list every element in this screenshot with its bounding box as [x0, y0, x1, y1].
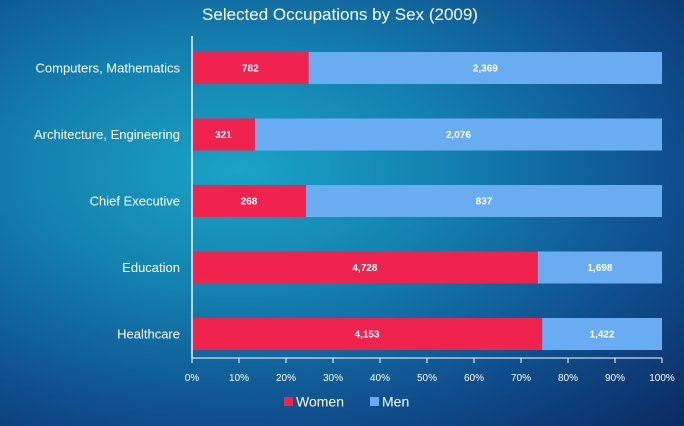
legend-swatch-women	[284, 397, 293, 406]
data-label: 837	[476, 197, 493, 208]
bar-women	[192, 52, 309, 84]
data-label: 1,698	[587, 263, 612, 274]
category-label: Healthcare	[117, 327, 180, 342]
bar-women	[192, 318, 543, 350]
x-axis: 0% 10% 20% 30% 40% 50% 60% 70% 80% 90% 100%	[185, 36, 675, 384]
chart-title: Selected Occupations by Sex (2009)	[202, 5, 478, 24]
category-label: Chief Executive	[90, 194, 180, 209]
data-label: 2,076	[446, 130, 471, 141]
x-tick-label: 100%	[649, 373, 675, 384]
x-tick-label: 90%	[605, 373, 625, 384]
legend-swatch-men	[370, 397, 379, 406]
x-tick-label: 20%	[276, 373, 296, 384]
x-tick-label: 30%	[323, 373, 343, 384]
x-tick-label: 60%	[464, 373, 484, 384]
bar-men	[308, 52, 662, 84]
x-tick-label: 40%	[370, 373, 390, 384]
legend-label-men: Men	[382, 394, 409, 410]
x-tick-label: 50%	[417, 373, 437, 384]
legend: Women Men	[284, 394, 409, 410]
bar-women	[192, 118, 255, 151]
data-label: 1,422	[590, 330, 615, 341]
x-tick-label: 80%	[558, 373, 578, 384]
bar-men	[305, 185, 662, 217]
data-label: 4,728	[352, 263, 377, 274]
legend-label-women: Women	[296, 394, 344, 410]
bar-men	[254, 118, 663, 151]
data-label: 4,153	[355, 330, 380, 341]
bar-men	[542, 318, 662, 350]
data-label: 321	[215, 130, 232, 141]
data-label: 2,369	[473, 64, 498, 75]
data-label: 782	[242, 64, 259, 75]
bar-women	[192, 251, 538, 284]
x-tick-label: 70%	[511, 373, 531, 384]
x-tick-label: 10%	[229, 373, 249, 384]
category-label: Education	[122, 260, 180, 275]
x-tick-label: 0%	[185, 373, 200, 384]
category-label: Architecture, Engineering	[34, 127, 180, 142]
data-label: 268	[241, 197, 258, 208]
category-label: Computers, Mathematics	[36, 61, 181, 76]
plot-area: Computers, Mathematics 782 2,369 Architectu…	[34, 52, 663, 350]
bar-women	[192, 185, 306, 217]
bar-men	[537, 251, 662, 284]
